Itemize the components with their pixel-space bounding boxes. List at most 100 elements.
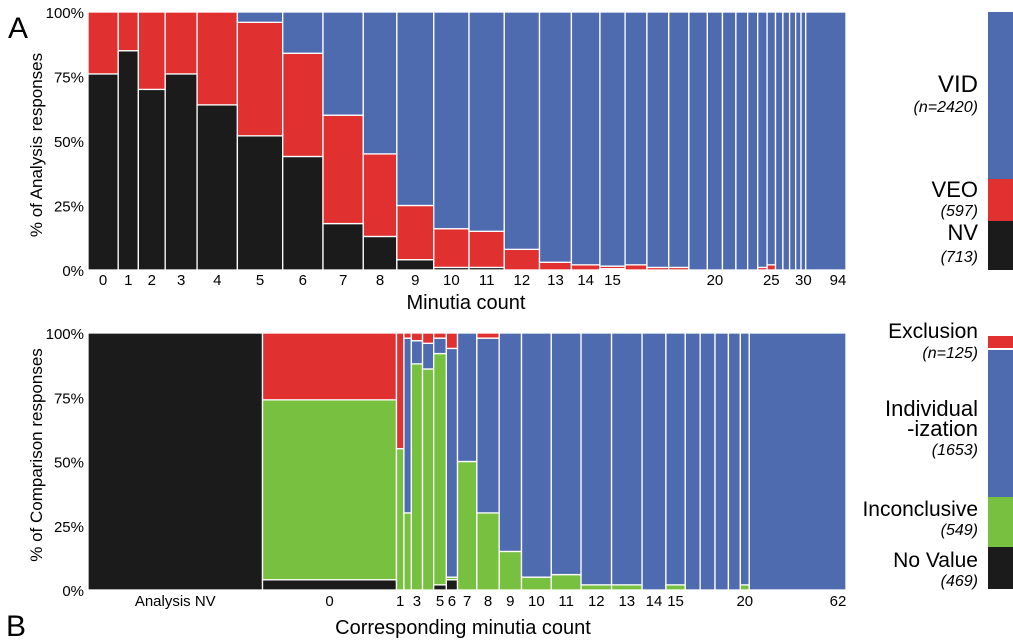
bar-a-8-vid	[362, 11, 398, 155]
legend-label-individualization-1: Individual	[885, 396, 978, 421]
legend-count-individualization: (1653)	[932, 442, 978, 459]
bar-a-25-veo	[766, 264, 777, 271]
legend-count-nv: (713)	[941, 249, 978, 266]
bar-a-17-vid	[646, 11, 670, 269]
bar-a-29-vid	[794, 11, 802, 271]
b-x-tick-7: 7	[463, 593, 471, 610]
bar-b-17-individualization	[699, 332, 716, 591]
bar-b-5-inconclusive	[433, 352, 447, 586]
b-x-tick-10: 10	[528, 593, 545, 610]
legend-count-veo: (597)	[941, 203, 978, 220]
legend-label-veo: VEO	[932, 177, 978, 202]
bar-b-0-no-value	[261, 579, 398, 591]
bar-a-1-nv	[117, 50, 140, 271]
a-x-tick-5: 5	[256, 272, 264, 289]
bar-b-20-individualization	[739, 332, 750, 586]
bar-b-18-individualization	[714, 332, 730, 591]
bar-a-31-94-vid	[805, 11, 847, 271]
b-x-tick-8: 8	[484, 593, 492, 610]
bar-a-12-veo	[503, 248, 541, 271]
bar-a-7-veo	[322, 114, 364, 225]
a-x-tick-14: 14	[577, 272, 594, 289]
b-y-tick-50: 50%	[54, 455, 84, 472]
bar-a-7-nv	[322, 222, 364, 271]
bar-a-5-veo	[236, 21, 284, 137]
b-x-tick-20: 20	[736, 593, 753, 610]
bar-b-5-individualization	[433, 337, 447, 355]
bar-a-6-vid	[282, 11, 324, 54]
x-ticks-b: Analysis NV 0 1 3 5 6 7 8 9 10 11 12 13 14 15 20 62	[135, 593, 847, 610]
bar-a-26-vid	[774, 11, 784, 271]
x-axis-label-b: Corresponding minutia count	[335, 617, 591, 639]
bar-b-15-inconclusive	[665, 584, 686, 591]
bar-b-2-inconclusive	[403, 512, 413, 591]
a-y-tick-25: 25%	[54, 199, 84, 216]
a-y-tick-75: 75%	[54, 70, 84, 87]
bar-a-14-veo	[570, 264, 601, 271]
bar-b-3-individualization	[410, 340, 424, 365]
y-ticks-a: 0% 25% 50% 75% 100%	[46, 5, 84, 280]
bar-b-8-exclusion	[476, 332, 500, 339]
bar-b-7-inconclusive	[456, 460, 478, 591]
legend-count-inconclusive: (549)	[941, 522, 978, 539]
a-x-tick-9: 9	[411, 272, 419, 289]
b-x-tick-15: 15	[667, 593, 684, 610]
bar-b-11-individualization	[550, 332, 582, 576]
legend-swatch-novalue	[988, 547, 1013, 589]
b-x-tick-analysis-nv: Analysis NV	[135, 593, 216, 610]
b-y-tick-100: 100%	[46, 326, 84, 343]
bar-a-2-veo	[137, 11, 166, 91]
legend-swatch-veo	[988, 179, 1013, 221]
bar-b-2-exclusion	[403, 332, 413, 339]
b-x-tick-11: 11	[558, 593, 574, 610]
bar-b-21-62-individualization	[748, 332, 847, 591]
bar-a-25-vid	[766, 11, 777, 266]
bar-b-10-inconclusive	[520, 576, 552, 591]
bar-a-7-vid	[322, 11, 364, 116]
legend-label-individualization-2: -ization	[907, 416, 978, 441]
bars-b	[87, 332, 847, 591]
bar-a-9-veo	[396, 204, 435, 261]
legend-swatch-exclusion	[988, 336, 1013, 348]
legend-label-vid: VID	[938, 71, 978, 98]
panel-label-b: B	[6, 610, 26, 642]
bar-a-27-vid	[782, 11, 791, 271]
a-y-tick-50: 50%	[54, 134, 84, 151]
bar-b-analysis-nv-no-value	[87, 332, 264, 591]
a-x-tick-15: 15	[604, 272, 621, 289]
legend-label-nv: NV	[947, 220, 978, 245]
b-x-tick-9: 9	[506, 593, 514, 610]
y-axis-label-b: % of Comparison responses	[27, 348, 46, 562]
a-x-tick-6: 6	[299, 272, 307, 289]
bar-b-0-inconclusive	[261, 399, 398, 581]
bar-a-12-vid	[503, 11, 541, 251]
a-x-tick-0: 0	[99, 272, 107, 289]
a-x-tick-4: 4	[213, 272, 221, 289]
bar-a-10-veo	[433, 228, 470, 269]
bar-a-8-nv	[362, 235, 398, 271]
bars-a	[87, 11, 847, 271]
a-x-tick-2: 2	[148, 272, 156, 289]
legend-label-inconclusive: Inconclusive	[862, 498, 978, 521]
bar-a-5-nv	[236, 135, 284, 271]
bar-a-8-veo	[362, 153, 398, 238]
bar-a-3-veo	[164, 11, 198, 75]
bar-a-2-nv	[137, 88, 166, 271]
bar-a-9-vid	[396, 11, 435, 207]
bar-a-13-veo	[538, 261, 573, 271]
a-x-tick-30: 30	[795, 272, 812, 289]
y-ticks-b: 0% 25% 50% 75% 100%	[46, 326, 84, 600]
bar-a-22-vid	[735, 11, 749, 271]
bar-b-13-inconclusive	[610, 584, 643, 591]
legend-label-exclusion: Exclusion	[888, 320, 978, 343]
bar-a-0-veo	[87, 11, 119, 75]
b-x-tick-13: 13	[618, 593, 635, 610]
bar-a-23-vid	[746, 11, 759, 271]
a-x-tick-12: 12	[514, 272, 531, 289]
legend-swatch-individualization	[988, 350, 1013, 497]
b-y-tick-0: 0%	[62, 583, 84, 600]
a-x-tick-8: 8	[376, 272, 384, 289]
bar-a-10-vid	[433, 11, 470, 230]
bar-b-8-inconclusive	[476, 512, 500, 591]
b-x-tick-62: 62	[830, 593, 847, 610]
